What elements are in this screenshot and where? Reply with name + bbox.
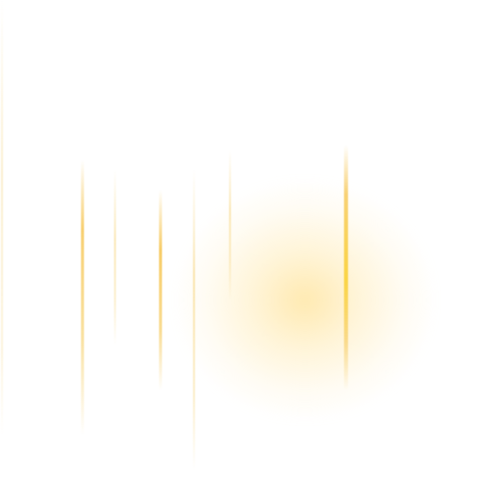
light-streak [229, 150, 231, 300]
light-streak [159, 190, 162, 390]
light-streak [114, 170, 116, 345]
soft-glow [180, 185, 430, 415]
light-streak [81, 160, 84, 435]
light-streak [344, 145, 348, 390]
light-streak [193, 170, 195, 470]
light-streak [1, 0, 3, 435]
